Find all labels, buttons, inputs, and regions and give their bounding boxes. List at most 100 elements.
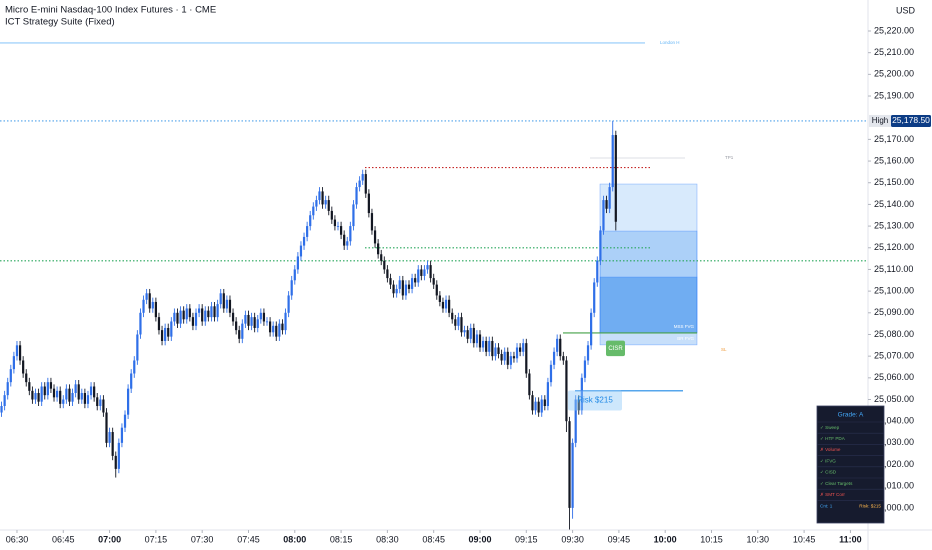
- candle-body: [494, 347, 497, 357]
- x-tick-label: 08:30: [376, 534, 399, 544]
- candle-body: [556, 338, 559, 352]
- chart-title: Micro E-mini Nasdaq-100 Index Futures · …: [5, 5, 216, 16]
- candle-body: [256, 319, 259, 328]
- panel-item: ✓ CISD: [820, 470, 837, 475]
- candle-body: [574, 399, 577, 443]
- candle-body: [12, 356, 16, 370]
- annotation-box: [606, 340, 625, 357]
- candle-body: [228, 299, 232, 313]
- strategy-panel: Grade: A ✓ Sweep ✓ HTF PDA ✗ Volume ✓ IFVG ✓ …: [816, 405, 885, 524]
- candle-body: [586, 345, 590, 361]
- candle-body: [559, 338, 562, 357]
- candle-body: [500, 353, 503, 361]
- candle-body: [148, 293, 151, 309]
- candle-body: [117, 442, 120, 469]
- x-tick-label: 07:45: [237, 534, 260, 544]
- y-tick-label: 25,100.00: [874, 285, 914, 295]
- y-tick-label: 25,040.00: [874, 416, 914, 426]
- panel-item: ✗ SMT Corr: [820, 492, 845, 497]
- candle-body: [549, 364, 553, 383]
- panel-risk: Risk: $215: [859, 504, 881, 509]
- candle-body: [608, 187, 611, 209]
- candle-body: [18, 345, 22, 361]
- candle-body: [142, 299, 145, 313]
- candle-body: [15, 345, 19, 357]
- plot-area: BR FVG MSS FVG London H TP1 CISR Risk $215 SL: [0, 40, 868, 530]
- candle-body: [315, 200, 318, 207]
- candle-body: [478, 334, 482, 348]
- y-tick-label: 25,080.00: [874, 329, 914, 339]
- candle-body: [216, 304, 219, 318]
- y-tick-label: 25,190.00: [874, 90, 914, 100]
- candle-body: [133, 360, 136, 374]
- candle-body: [593, 282, 596, 313]
- candle-body: [614, 135, 617, 222]
- candle-body: [596, 260, 599, 283]
- candle-body: [120, 427, 124, 443]
- candle-body: [364, 174, 367, 194]
- candle-body: [346, 241, 349, 246]
- candle-body: [299, 245, 303, 257]
- candle-body: [222, 293, 225, 309]
- candle-body: [488, 340, 491, 352]
- fvg-zone: [599, 276, 698, 334]
- candle-body: [475, 334, 479, 344]
- candle-body: [463, 330, 466, 333]
- x-tick-label: 09:00: [468, 534, 491, 544]
- candle-body: [407, 284, 411, 289]
- x-tick-label: 10:15: [700, 534, 723, 544]
- annotation-label: SL: [721, 347, 727, 352]
- candle-body: [108, 432, 111, 443]
- candle-body: [306, 226, 309, 237]
- candle-body: [0, 406, 3, 413]
- candle-body: [278, 323, 281, 337]
- candle-body: [377, 243, 380, 255]
- candle-body: [247, 314, 250, 326]
- candle-body: [420, 269, 423, 276]
- candle-body: [250, 317, 253, 326]
- x-tick-label: 07:30: [191, 534, 214, 544]
- candle-body: [22, 360, 25, 374]
- candle-body: [145, 293, 148, 300]
- candle-body: [389, 278, 392, 285]
- candle-body: [265, 321, 269, 323]
- zone-label: MSS FVG: [674, 324, 695, 329]
- candle-body: [534, 401, 537, 411]
- panel-item: ✓ Sweep: [820, 425, 840, 430]
- candle-body: [522, 343, 525, 352]
- candle-body: [519, 347, 522, 352]
- candle-body: [65, 388, 68, 400]
- candle-body: [370, 213, 374, 231]
- candle-body: [312, 206, 315, 216]
- y-tick-label: 25,000.00: [874, 502, 914, 512]
- candle-body: [25, 373, 28, 383]
- candle-body: [410, 278, 414, 289]
- y-tick-label: 25,150.00: [874, 177, 914, 187]
- candle-body: [417, 269, 420, 283]
- candle-body: [262, 312, 266, 322]
- y-tick-label: 25,160.00: [874, 155, 914, 165]
- candle-body: [31, 390, 34, 400]
- candle-body: [201, 308, 204, 322]
- candle-body: [49, 382, 53, 389]
- x-tick-label: 06:30: [6, 534, 29, 544]
- candle-body: [207, 310, 210, 318]
- candle-body: [302, 236, 306, 246]
- candle-body: [123, 414, 127, 428]
- candle-body: [451, 312, 454, 320]
- y-tick-label: 25,200.00: [874, 69, 914, 79]
- y-tick-label: 25,170.00: [874, 134, 914, 144]
- candle-body: [392, 284, 395, 294]
- high-badge-value: 25,178.50: [892, 115, 930, 125]
- panel-item: ✓ Clear Targets: [820, 481, 853, 486]
- candle-body: [151, 301, 154, 309]
- candle-body: [102, 399, 105, 413]
- candle-body: [231, 312, 235, 322]
- chart-subtitle: ICT Strategy Suite (Fixed): [5, 17, 115, 28]
- y-tick-label: 25,210.00: [874, 47, 914, 57]
- candle-body: [605, 200, 608, 209]
- candle-body: [194, 312, 198, 326]
- level-label: London H: [660, 40, 680, 45]
- candle-body: [28, 382, 31, 391]
